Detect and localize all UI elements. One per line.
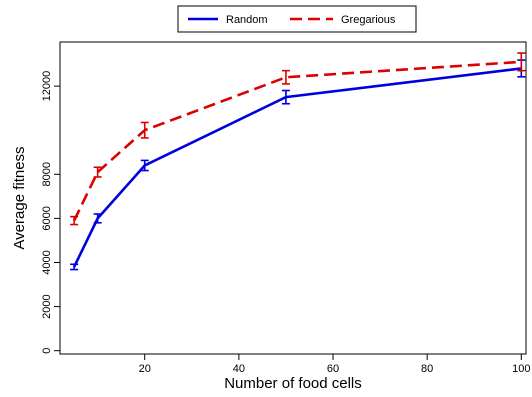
error-bar-random xyxy=(281,89,290,105)
x-tick-label: 40 xyxy=(233,363,245,375)
x-tick-label: 80 xyxy=(421,363,433,375)
y-tick-label: 6000 xyxy=(41,206,53,230)
error-bar-gregarious xyxy=(281,69,290,85)
y-axis-title: Average fitness xyxy=(11,146,28,249)
error-bar-gregarious xyxy=(93,166,102,178)
plot-frame xyxy=(59,41,527,355)
legend: Random Gregarious xyxy=(177,5,417,33)
series-line-random xyxy=(72,67,522,268)
y-tick-label: 8000 xyxy=(41,162,53,186)
error-bar-random xyxy=(70,263,79,271)
legend-label-gregarious: Gregarious xyxy=(341,14,396,26)
x-tick-label: 60 xyxy=(327,363,339,375)
y-tick-label: 2000 xyxy=(41,294,53,318)
series-line-gregarious xyxy=(72,60,522,222)
legend-label-random: Random xyxy=(226,14,268,26)
x-tick-label: 20 xyxy=(139,363,151,375)
error-bar-gregarious xyxy=(70,215,79,226)
error-bar-random xyxy=(140,159,149,172)
y-tick-label: 0 xyxy=(41,348,53,354)
legend-box xyxy=(177,5,417,33)
error-bar-random xyxy=(93,213,102,224)
y-tick-label: 12000 xyxy=(41,71,53,102)
x-axis: 20 40 60 80 100 xyxy=(139,354,530,375)
x-tick-label: 100 xyxy=(512,363,530,375)
x-axis-title: Number of food cells xyxy=(224,375,362,392)
error-bar-gregarious xyxy=(517,52,526,72)
series-layer xyxy=(70,52,526,271)
error-bar-gregarious xyxy=(140,121,149,139)
y-tick-label: 4000 xyxy=(41,250,53,274)
y-axis: 0 2000 4000 6000 8000 12000 xyxy=(41,71,60,354)
